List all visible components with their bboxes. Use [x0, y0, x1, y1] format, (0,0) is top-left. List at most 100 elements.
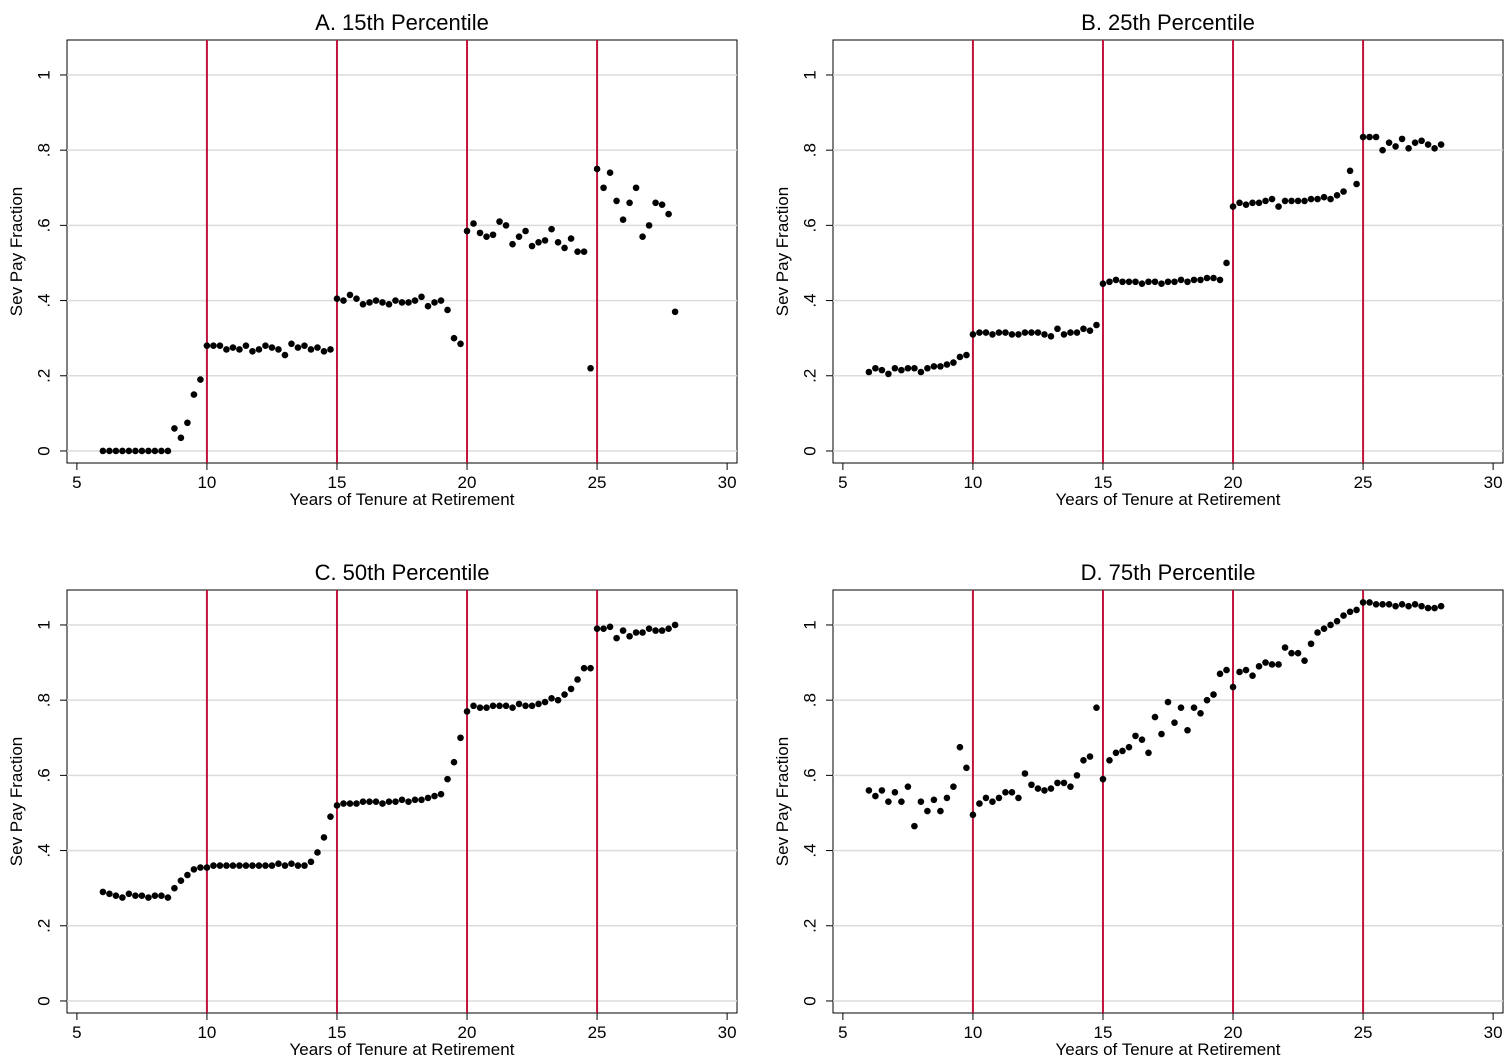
point [158, 892, 165, 899]
point [125, 447, 133, 455]
point [1385, 139, 1393, 146]
chart-title: D. 75th Percentile [1081, 560, 1256, 585]
point [418, 796, 425, 804]
point [561, 244, 568, 252]
x-tick-label: 10 [197, 1023, 216, 1042]
point [1229, 683, 1237, 691]
point [229, 862, 237, 869]
point [865, 787, 873, 794]
x-tick-label: 30 [1484, 473, 1503, 492]
point [950, 359, 957, 366]
point [281, 351, 289, 359]
point [229, 344, 237, 351]
point [976, 329, 983, 336]
point [405, 798, 412, 805]
point [904, 783, 912, 790]
point [320, 834, 328, 841]
point [223, 346, 230, 353]
point [1184, 278, 1191, 286]
x-tick-label: 5 [72, 473, 81, 492]
point [1190, 276, 1198, 284]
point [333, 802, 341, 809]
point [956, 743, 964, 751]
point [989, 331, 996, 338]
point [1028, 781, 1035, 789]
point [632, 629, 640, 636]
point [138, 447, 146, 455]
panel: 0.2.4.6.815 10 15 20 25 30B. 25th PercentileY… [773, 10, 1504, 509]
point [294, 862, 302, 869]
point [275, 860, 282, 868]
x-tick-label: 20 [458, 473, 477, 492]
point [1379, 600, 1386, 608]
plot-area [832, 589, 1504, 1014]
point [1119, 747, 1126, 755]
y-axis-label: Sev Pay Fraction [7, 737, 26, 866]
point [372, 297, 380, 304]
point [366, 798, 373, 805]
point [353, 800, 360, 807]
point [1034, 785, 1042, 792]
point [1138, 736, 1146, 743]
point [197, 864, 204, 871]
point [1320, 625, 1328, 633]
point [411, 297, 419, 304]
point [619, 627, 627, 634]
point [911, 822, 918, 830]
y-tick-label: .8 [800, 143, 819, 157]
point [658, 627, 666, 634]
point [865, 368, 873, 376]
panel: 0.2.4.6.815 10 15 20 25 30C. 50th PercentileY… [7, 560, 738, 1059]
point [1411, 600, 1419, 608]
point [288, 860, 295, 868]
point [1216, 276, 1224, 284]
point [1372, 133, 1380, 141]
point [1190, 704, 1198, 711]
point [924, 364, 931, 372]
point [1255, 663, 1263, 670]
x-axis-label: Years of Tenure at Retirement [290, 490, 515, 509]
point [652, 199, 659, 207]
point [885, 370, 892, 378]
point [632, 184, 640, 192]
point [1015, 331, 1022, 338]
point [281, 862, 289, 869]
point [112, 892, 120, 899]
point [878, 787, 886, 794]
point [1216, 670, 1224, 678]
y-tick-label: .2 [800, 369, 819, 383]
point [197, 376, 204, 383]
x-tick-label: 15 [328, 1023, 347, 1042]
point [1210, 691, 1217, 698]
point [1288, 197, 1295, 205]
point [515, 233, 523, 240]
point [969, 331, 977, 338]
point [216, 862, 224, 869]
point [190, 391, 198, 398]
point [301, 342, 308, 349]
point [1060, 779, 1068, 787]
point [626, 199, 633, 207]
point [1281, 644, 1289, 651]
point [1405, 144, 1412, 152]
point [346, 800, 354, 807]
point [561, 691, 568, 698]
point [1418, 602, 1425, 610]
point [242, 862, 250, 869]
y-tick-label: 1 [34, 620, 53, 629]
point [210, 862, 217, 869]
point [1340, 612, 1347, 619]
x-tick-label: 5 [72, 1023, 81, 1042]
point [580, 664, 588, 672]
point [1002, 329, 1009, 336]
point [470, 702, 477, 710]
point [587, 664, 594, 672]
y-tick-label: .2 [34, 919, 53, 933]
point [340, 800, 347, 807]
y-tick-label: 1 [800, 70, 819, 79]
point [1210, 274, 1217, 282]
point [151, 892, 159, 899]
point [1346, 167, 1354, 175]
point [496, 702, 503, 710]
point [891, 364, 899, 372]
